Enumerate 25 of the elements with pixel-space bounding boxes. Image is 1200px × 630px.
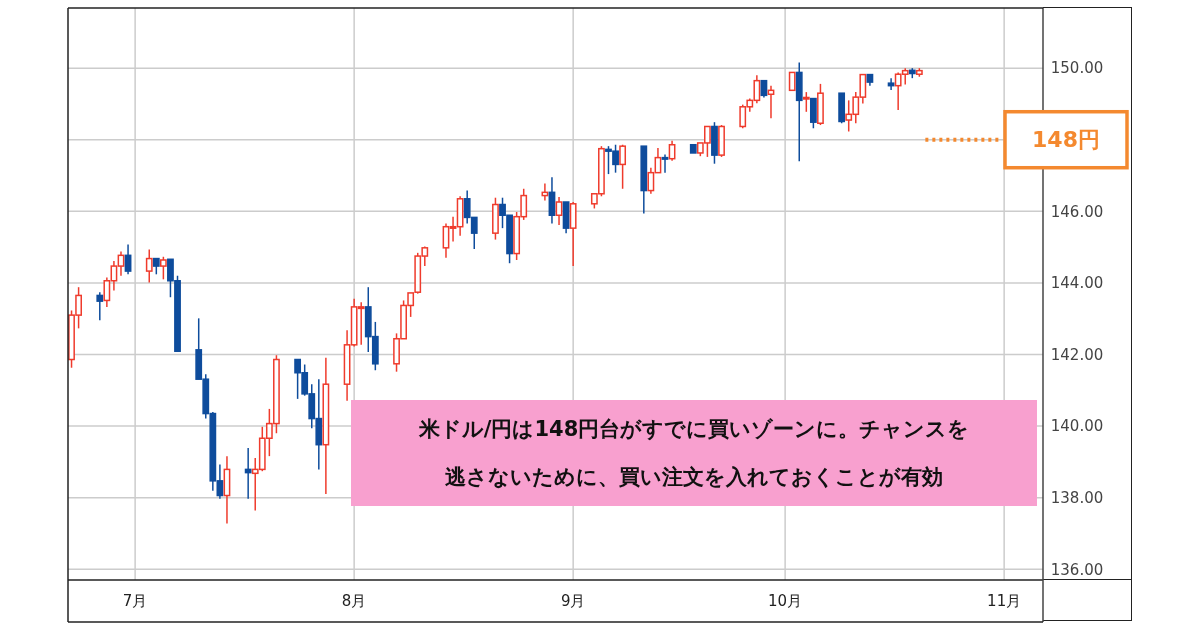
y-tick-label: 146.00 [1050, 202, 1104, 221]
x-tick-label: 8月 [341, 592, 367, 610]
x-tick-label: 10月 [768, 592, 803, 610]
x-tick-label: 7月 [122, 592, 148, 610]
note-box: 米ドル/円は148円台がすでに買いゾーンに。チャンスを逃さないために、買い注文を入れておくことが有効 [351, 400, 1037, 506]
candlestick [661, 153, 669, 174]
y-tick-label: 150.00 [1050, 59, 1104, 78]
x-tick-label: 9月 [560, 592, 586, 610]
y-tick-label: 144.00 [1050, 274, 1104, 293]
candlestick [159, 256, 167, 281]
candlestick [555, 196, 563, 226]
annotation: 米ドル/円は148円台がすでに買いゾーンに。チャンスを逃さないために、買い注文を入れておくことが有効 [417, 417, 970, 490]
candlestick [619, 143, 627, 190]
candlestick [802, 91, 810, 113]
candlestick [145, 248, 153, 284]
candlestick [809, 97, 817, 130]
candlestick [244, 447, 252, 500]
price-callout-box: 148円 [1003, 110, 1129, 170]
y-tick-label: 142.00 [1050, 345, 1104, 364]
ref-line-label: 148円 [1032, 127, 1100, 153]
y-tick-label: 136.00 [1050, 560, 1104, 579]
candlestick [96, 291, 104, 321]
y-tick-label: 138.00 [1050, 488, 1104, 507]
x-tick-label: 11月 [987, 592, 1022, 610]
y-tick-label: 140.00 [1050, 417, 1104, 436]
